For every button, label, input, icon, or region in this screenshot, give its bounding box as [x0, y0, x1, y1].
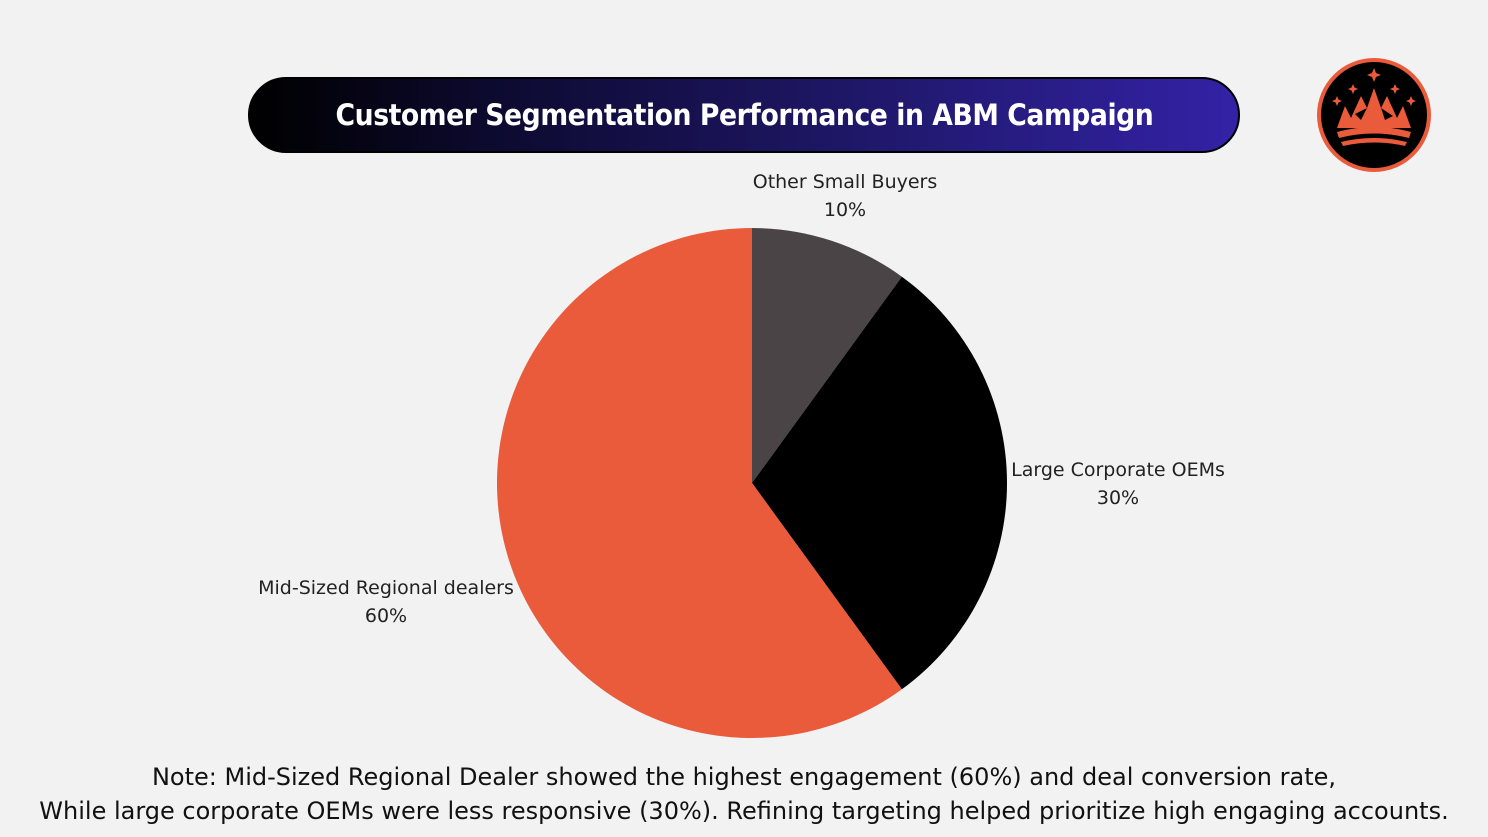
chart-title: Customer Segmentation Performance in ABM…: [335, 98, 1153, 132]
pie-slice-large-corporate-oems: [752, 276, 1008, 690]
pie-slice-other-small-buyers: [752, 228, 902, 483]
slice-value: 60%: [364, 605, 408, 627]
slice-label-other-small-buyers: Other Small Buyers 10%: [753, 168, 938, 224]
slice-name: Mid-Sized Regional dealers: [258, 577, 514, 599]
slice-value: 10%: [823, 199, 867, 221]
slice-name: Other Small Buyers: [752, 171, 938, 193]
crown-mountain-logo-icon: [1317, 58, 1431, 172]
title-bar: Customer Segmentation Performance in ABM…: [248, 77, 1240, 153]
note-line-2: While large corporate OEMs were less res…: [39, 797, 1449, 825]
slice-value: 30%: [1096, 487, 1140, 509]
pie-slice-mid-sized-regional-dealers: [497, 228, 902, 739]
slice-label-mid-sized-regional-dealers: Mid-Sized Regional dealers 60%: [258, 574, 514, 630]
slice-name: Large Corporate OEMs: [1011, 459, 1225, 481]
note-text: Note: Mid-Sized Regional Dealer showed t…: [0, 760, 1488, 828]
note-line-1: Note: Mid-Sized Regional Dealer showed t…: [151, 763, 1337, 791]
slice-label-large-corporate-oems: Large Corporate OEMs 30%: [1011, 456, 1225, 512]
